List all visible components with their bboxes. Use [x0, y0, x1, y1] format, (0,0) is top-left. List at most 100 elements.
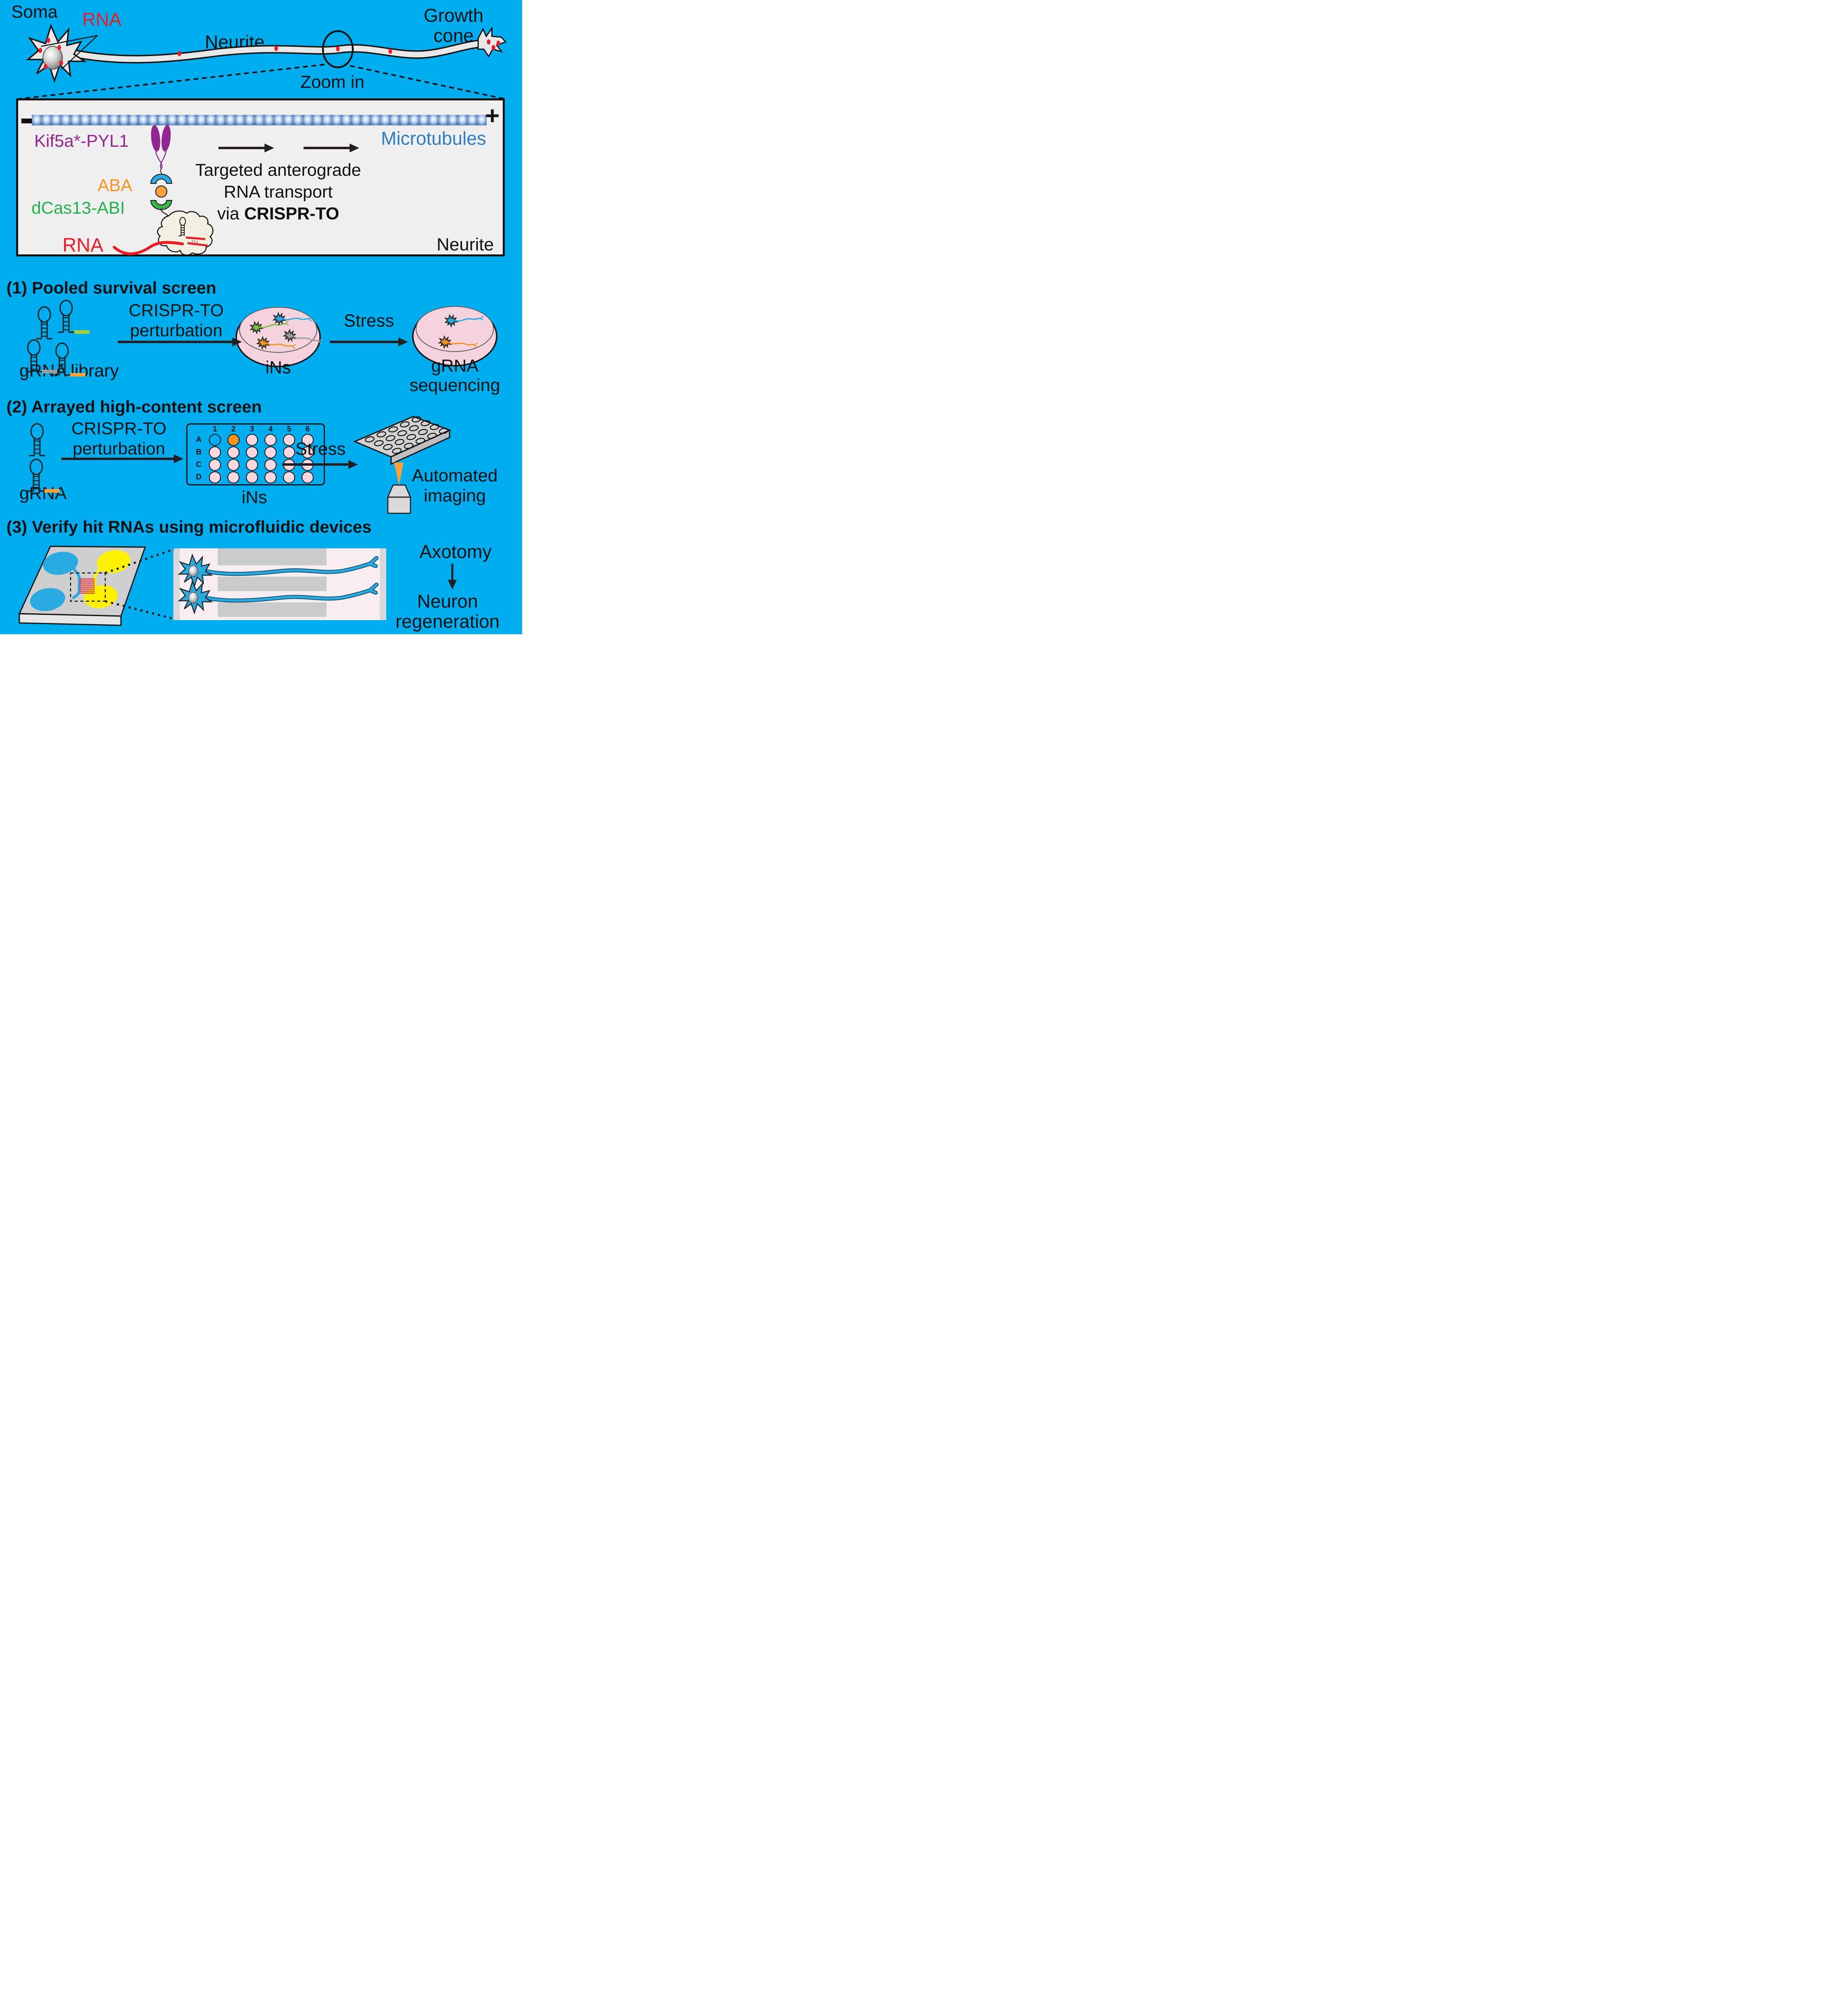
plate-column-label: 1 — [212, 425, 217, 433]
device-chamber-blue — [43, 552, 78, 575]
grna-hairpin-icon — [26, 339, 57, 373]
imaging-plate-well — [395, 439, 405, 445]
plate-well-B1 — [209, 446, 221, 458]
figure-page: Soma RNA Neurite Growth cone Zoom in + K… — [0, 0, 522, 634]
dish-inner — [416, 306, 494, 352]
microgroove-block — [218, 548, 327, 565]
plate-well-D4 — [264, 471, 277, 483]
growth-cone-icon — [477, 26, 507, 58]
imaging-plate-well — [421, 420, 431, 427]
rna-dot — [491, 45, 495, 50]
channel-neuron-icon — [178, 553, 379, 588]
transport-complex-illustration — [112, 125, 359, 256]
plate-row-label: A — [196, 435, 202, 444]
neurite-box-label: Neurite — [437, 235, 494, 254]
neuron-icon — [272, 312, 312, 326]
plate-well-A4 — [264, 434, 277, 446]
device-zoom-rect — [70, 572, 106, 602]
kinesin-head-icon — [161, 125, 171, 152]
neuron-illustration — [19, 23, 507, 100]
kif5a-pyl1-label: Kif5a*-PYL1 — [34, 131, 129, 151]
grna-library-label: gRNA library — [19, 361, 119, 381]
imaging-plate-well — [418, 429, 428, 435]
culture-dish-icon — [235, 307, 323, 367]
plate-well-A2 — [227, 434, 239, 446]
light-beam-icon — [394, 462, 404, 485]
rna-dot — [496, 40, 500, 46]
rna-cargo-label: RNA — [62, 235, 104, 256]
automated-imaging-icon — [353, 416, 451, 514]
dcas13-abi-label: dCas13-ABI — [31, 198, 125, 218]
grna-hairpin-icon — [28, 458, 60, 493]
grna-spacer-tail — [70, 373, 85, 377]
plate-row-label: B — [196, 448, 202, 456]
rna-dot — [336, 46, 340, 52]
imaging-plate-well — [400, 421, 410, 428]
rna-dot — [487, 39, 491, 45]
screen1-title: (1) Pooled survival screen — [6, 278, 217, 297]
microgroove-block — [218, 577, 327, 591]
device-zoom-dotted-lines — [105, 548, 175, 620]
imaging-plate-side — [390, 429, 450, 465]
device-channel-yellow — [93, 566, 103, 598]
mechanism-zoom-box: + Kif5a*-PYL1 ABA dCas13-ABI RNA Microtu… — [16, 98, 505, 256]
plate-well-D5 — [283, 471, 295, 483]
pyl1-icon — [150, 174, 173, 184]
imaging-plate-well — [388, 426, 398, 433]
plate-well-B5 — [283, 446, 295, 458]
imaging-plate-well — [383, 444, 393, 450]
plate-row-label: C — [196, 460, 202, 469]
aba-label: ABA — [98, 176, 133, 195]
neuron-icon — [249, 321, 289, 335]
neuron-icon — [438, 335, 478, 349]
imaging-plate-well — [427, 433, 437, 439]
imaging-plate-well — [397, 430, 407, 436]
imaging-plate-well — [415, 437, 425, 444]
plate-column-label: 2 — [231, 425, 236, 433]
rna-dot — [274, 46, 278, 51]
panel-right-wall — [380, 548, 386, 620]
zoom-circle — [322, 30, 354, 69]
rna-dot — [177, 51, 181, 56]
imaging-plate-well — [430, 424, 440, 430]
grna-hairpin-icon — [36, 306, 52, 339]
imaging-plate-well — [365, 436, 375, 443]
microgroove-panel — [173, 548, 386, 620]
channel-neuron-icon — [178, 580, 379, 614]
grna-spacer-tail — [74, 330, 90, 334]
plate-well-C2 — [227, 459, 239, 471]
plate-well-D1 — [209, 471, 221, 483]
plate-column-label: 3 — [250, 425, 254, 433]
imaging-plate-well — [409, 425, 419, 431]
plate-well-D6 — [302, 471, 314, 483]
microtubules-label: Microtubules — [381, 128, 486, 149]
objective-body-icon — [387, 496, 411, 514]
plate-well-B6 — [302, 446, 314, 458]
imaging-plate-well — [412, 416, 422, 423]
rna-strand-icon — [112, 241, 184, 255]
plate-well-A6 — [302, 434, 314, 446]
grna-spacer-tail — [42, 370, 57, 373]
plate-well-D3 — [246, 471, 258, 483]
figure-artwork-overlay — [18, 300, 457, 626]
neuron-icon — [256, 336, 296, 350]
plate-row-label: D — [196, 473, 202, 481]
culture-dish-icon — [412, 306, 498, 367]
plate-well-A1 — [209, 434, 221, 446]
screen2-perturbation-label: CRISPR-TO perturbation — [71, 419, 167, 458]
imaging-plate-well — [439, 428, 449, 434]
automated-imaging-label: Automated imaging — [412, 466, 498, 506]
plate-well-C3 — [246, 459, 258, 471]
microfluidic-device-front — [19, 613, 122, 626]
screen1-perturbation-label: CRISPR-TO perturbation — [129, 301, 224, 340]
microgroove-block — [218, 602, 327, 617]
plate-well-A5 — [283, 434, 295, 446]
kinesin-head-icon — [151, 125, 160, 152]
stress-label-1: Stress — [344, 311, 394, 331]
rna-dot — [44, 64, 48, 69]
panel-left-wall — [173, 548, 180, 620]
imaging-plate-well — [406, 434, 416, 440]
plus-end-icon: + — [485, 102, 500, 130]
plate-well-B4 — [264, 446, 277, 458]
aba-molecule-icon — [155, 185, 167, 198]
